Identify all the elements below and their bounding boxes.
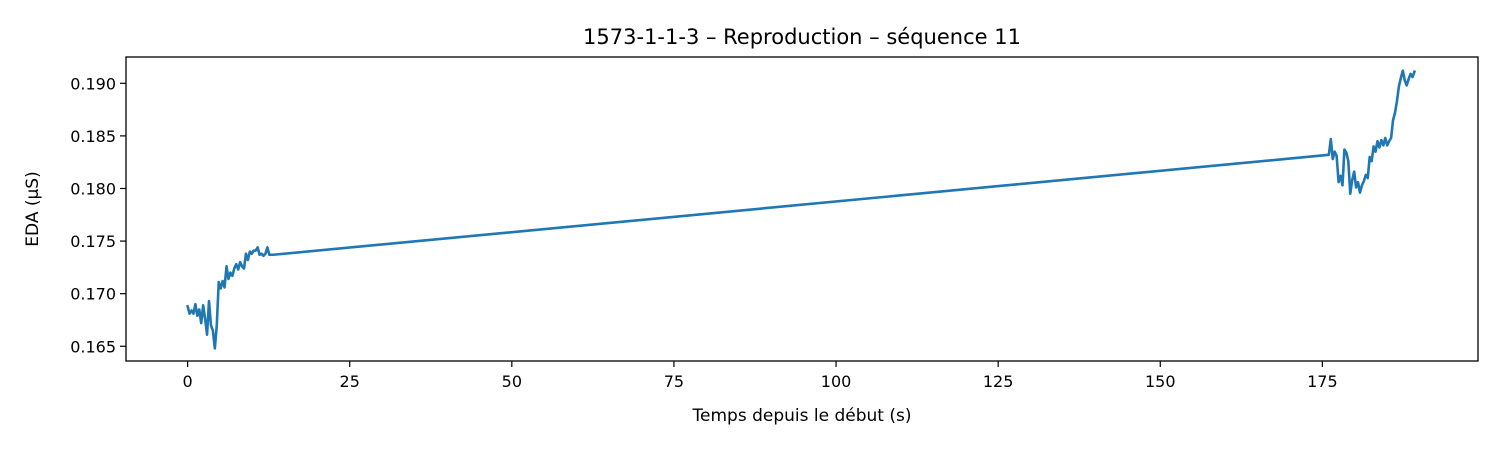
y-tick-label: 0.180 <box>70 179 116 198</box>
y-tick-label: 0.165 <box>70 337 116 356</box>
x-tick-label: 125 <box>983 372 1014 391</box>
chart-title: 1573-1-1-3 – Reproduction – séquence 11 <box>583 25 1021 49</box>
y-tick-label: 0.185 <box>70 127 116 146</box>
y-axis-ticks: 0.165 0.170 0.175 0.180 0.185 0.190 <box>70 74 126 356</box>
x-axis-ticks: 0 25 50 75 100 125 150 175 <box>183 361 1338 391</box>
x-tick-label: 100 <box>821 372 852 391</box>
x-tick-label: 0 <box>183 372 193 391</box>
series-line-0 <box>186 69 1417 350</box>
x-tick-label: 175 <box>1307 372 1338 391</box>
y-tick-label: 0.170 <box>70 285 116 304</box>
x-tick-label: 75 <box>664 372 684 391</box>
x-tick-label: 25 <box>340 372 360 391</box>
x-axis-label: Temps depuis le début (s) <box>692 406 912 426</box>
plot-area <box>186 69 1417 350</box>
axes-frame <box>125 56 1479 362</box>
x-tick-label: 150 <box>1145 372 1176 391</box>
y-tick-label: 0.175 <box>70 232 116 251</box>
y-tick-label: 0.190 <box>70 74 116 93</box>
y-axis-label: EDA (µS) <box>23 171 43 246</box>
x-tick-label: 50 <box>502 372 522 391</box>
